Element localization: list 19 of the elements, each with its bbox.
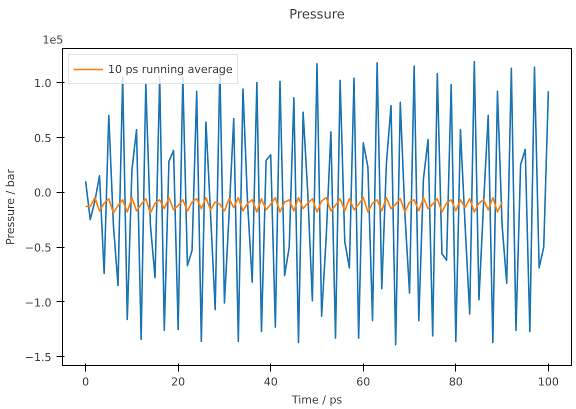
chart-title: Pressure xyxy=(289,8,345,22)
y-tick-label: 0.5 xyxy=(34,132,52,145)
x-axis-title: Time / ps xyxy=(290,394,342,406)
x-tick-label: 0 xyxy=(82,376,90,388)
x-tick-label: 100 xyxy=(538,376,559,388)
y-axis-title: Pressure / bar xyxy=(4,168,17,245)
x-tick-label: 20 xyxy=(171,376,186,388)
legend-label: 10 ps running average xyxy=(108,62,233,76)
y-tick-label: −0.5 xyxy=(24,242,52,255)
y-tick-label: 1.0 xyxy=(34,77,52,90)
line-series xyxy=(84,60,550,346)
text: 1e5 xyxy=(42,34,64,46)
y-tick-label: −1.5 xyxy=(24,351,52,364)
x-tick-label: 60 xyxy=(356,376,370,388)
x-tick-label: 40 xyxy=(264,376,278,388)
y-tick-label: −1.0 xyxy=(24,296,52,310)
y-tick-label: 0.0 xyxy=(34,186,52,200)
x-tick-label: 80 xyxy=(448,376,463,388)
line-series xyxy=(84,196,503,214)
